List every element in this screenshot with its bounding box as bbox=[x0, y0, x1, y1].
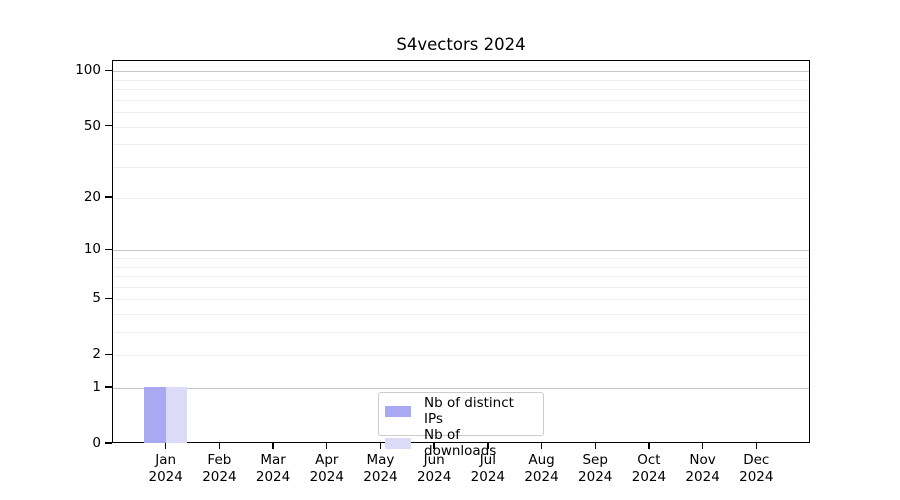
y-tick-mark bbox=[105, 124, 112, 127]
minor-gridline bbox=[113, 286, 809, 288]
y-tick-label: 50 bbox=[83, 117, 101, 134]
legend-swatch-distinct-ips-icon bbox=[385, 405, 411, 417]
major-gridline bbox=[113, 388, 809, 390]
y-tick-mark bbox=[105, 196, 112, 198]
y-tick-mark bbox=[105, 386, 112, 388]
legend-label-distinct-ips: Nb of distinct IPs bbox=[424, 395, 514, 427]
minor-gridline bbox=[113, 332, 809, 334]
minor-gridline bbox=[113, 266, 809, 268]
y-tick-mark bbox=[105, 297, 112, 299]
x-tick-mark bbox=[487, 443, 489, 449]
x-tick-label: Aug 2024 bbox=[524, 452, 559, 485]
x-tick-label: Feb 2024 bbox=[202, 452, 237, 485]
x-tick-mark bbox=[540, 443, 543, 449]
minor-gridline bbox=[113, 112, 809, 114]
minor-gridline bbox=[113, 126, 809, 128]
x-tick-label: Jan 2024 bbox=[148, 452, 183, 485]
y-tick-label: 20 bbox=[83, 189, 101, 206]
major-gridline bbox=[113, 71, 809, 73]
x-tick-label: Jun 2024 bbox=[416, 452, 452, 485]
y-tick-label: 5 bbox=[92, 290, 101, 307]
minor-gridline bbox=[113, 314, 809, 316]
y-tick-label: 2 bbox=[92, 346, 101, 363]
y-tick-mark bbox=[105, 442, 112, 444]
x-tick-label: Dec 2024 bbox=[739, 452, 774, 485]
bar-downloads bbox=[165, 387, 188, 443]
bar-distinct-ips bbox=[144, 387, 166, 443]
y-tick-label: 10 bbox=[83, 241, 101, 258]
major-gridline bbox=[113, 250, 809, 252]
minor-gridline bbox=[113, 276, 809, 278]
chart-title: S4vectors 2024 bbox=[396, 35, 526, 54]
x-tick-label: Jul 2024 bbox=[470, 452, 506, 485]
x-tick-label: Oct 2024 bbox=[631, 452, 667, 485]
minor-gridline bbox=[113, 144, 809, 146]
minor-gridline bbox=[113, 166, 809, 168]
x-tick-mark bbox=[164, 443, 167, 449]
minor-gridline bbox=[113, 89, 809, 91]
minor-gridline bbox=[113, 198, 809, 200]
x-tick-mark bbox=[218, 443, 221, 449]
x-tick-label: May 2024 bbox=[363, 452, 398, 485]
plot-area bbox=[112, 60, 810, 443]
x-tick-mark bbox=[326, 443, 328, 449]
x-tick-label: Nov 2024 bbox=[685, 452, 720, 485]
y-tick-label: 1 bbox=[92, 379, 101, 396]
x-tick-mark bbox=[379, 443, 382, 449]
y-tick-label: 100 bbox=[75, 62, 101, 79]
minor-gridline bbox=[113, 99, 809, 101]
minor-gridline bbox=[113, 79, 809, 81]
legend-swatch-downloads-icon bbox=[385, 437, 411, 449]
x-tick-label: Mar 2024 bbox=[255, 452, 291, 485]
minor-gridline bbox=[113, 258, 809, 260]
x-tick-mark bbox=[272, 443, 274, 449]
y-tick-mark bbox=[105, 69, 112, 72]
minor-gridline bbox=[113, 355, 809, 357]
x-tick-mark bbox=[594, 443, 596, 449]
x-tick-mark bbox=[701, 443, 704, 449]
x-tick-label: Sep 2024 bbox=[578, 452, 613, 485]
legend: Nb of distinct IPs Nb of downloads bbox=[378, 392, 544, 459]
legend-item-downloads: Nb of downloads bbox=[385, 427, 535, 459]
x-tick-mark bbox=[433, 443, 435, 449]
legend-item-distinct-ips: Nb of distinct IPs bbox=[385, 395, 535, 427]
x-tick-mark bbox=[755, 443, 757, 449]
y-tick-mark bbox=[105, 353, 112, 355]
x-tick-mark bbox=[648, 443, 650, 449]
y-tick-mark bbox=[105, 248, 112, 251]
x-tick-label: Apr 2024 bbox=[309, 452, 344, 485]
y-tick-label: 0 bbox=[92, 435, 101, 451]
minor-gridline bbox=[113, 299, 809, 301]
legend-label-downloads: Nb of downloads bbox=[424, 427, 497, 459]
